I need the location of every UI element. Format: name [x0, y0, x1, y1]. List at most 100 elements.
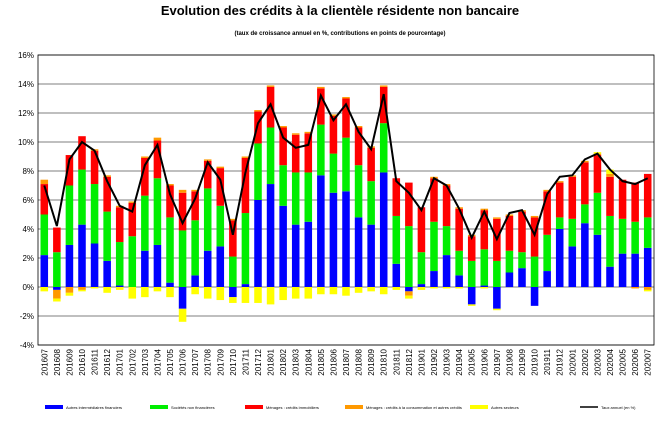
- bar-segment: [216, 168, 225, 206]
- bar-segment: [291, 224, 300, 287]
- x-tick-label: 201712: [254, 348, 263, 375]
- bar-segment: [78, 287, 86, 290]
- bar-segment: [354, 217, 363, 287]
- bar-segment: [191, 189, 199, 192]
- x-tick-label: 201804: [304, 348, 313, 375]
- x-tick-label: 201711: [241, 348, 250, 375]
- bar-segment: [379, 85, 388, 87]
- bar-segment: [379, 287, 388, 295]
- x-tick-label: 201806: [329, 348, 338, 375]
- bar-segment: [417, 284, 426, 287]
- bar-segment: [304, 287, 313, 299]
- y-tick-label: 0%: [22, 283, 34, 292]
- bar-segment: [329, 287, 338, 295]
- bar-segment: [317, 175, 325, 287]
- bar-segment: [166, 282, 174, 287]
- x-tick-label: 201701: [116, 348, 125, 375]
- y-tick-label: -2%: [20, 312, 34, 321]
- bar-segment: [543, 189, 551, 192]
- bar-segment: [216, 287, 225, 301]
- legend-label: Autres intermédiaires financiers: [66, 405, 122, 410]
- bar-segment: [555, 181, 564, 183]
- bar-segment: [216, 166, 225, 169]
- bar-segment: [442, 185, 451, 227]
- bar-segment: [643, 289, 652, 292]
- bar-segment: [304, 221, 313, 287]
- bar-segment: [229, 256, 237, 287]
- bar-segment: [430, 178, 438, 222]
- bar-segment: [417, 252, 426, 285]
- bar-segment: [90, 243, 99, 287]
- bar-segment: [643, 287, 652, 290]
- x-tick-label: 201706: [179, 348, 188, 375]
- x-tick-label: 201704: [153, 348, 162, 375]
- bar-segment: [329, 114, 338, 116]
- bar-segment: [115, 287, 124, 290]
- bar-segment: [467, 236, 476, 261]
- bar-segment: [166, 185, 174, 218]
- bar-segment: [555, 229, 564, 287]
- x-tick-label: 201808: [355, 348, 364, 375]
- bar-segment: [90, 184, 99, 244]
- bar-segment: [254, 111, 262, 144]
- x-tick-label: 201909: [518, 348, 527, 375]
- bar-segment: [354, 127, 363, 166]
- bar-segment: [266, 287, 275, 305]
- bar-segment: [191, 191, 199, 221]
- x-tick-label: 201809: [367, 348, 376, 375]
- bar-segment: [153, 137, 162, 141]
- bar-segment: [304, 133, 313, 173]
- bar-segment: [643, 173, 652, 218]
- bar-segment: [405, 291, 413, 296]
- x-tick-label: 201802: [279, 348, 288, 375]
- bar-segment: [442, 255, 451, 287]
- chart-subtitle: (taux de croissance annuel en %, contrib…: [234, 31, 445, 37]
- bar-segment: [279, 287, 287, 301]
- bar-segment: [279, 127, 287, 166]
- bar-segment: [166, 287, 174, 298]
- bar-segment: [430, 221, 438, 272]
- x-tick-label: 201903: [443, 348, 452, 375]
- x-tick-label: 202007: [644, 348, 653, 375]
- bar-segment: [153, 140, 162, 179]
- x-tick-label: 201709: [216, 348, 225, 375]
- bar-segment: [379, 86, 388, 124]
- bar-segment: [65, 155, 74, 186]
- y-tick-label: 2%: [22, 254, 34, 263]
- line: [43, 92, 649, 242]
- legend-swatch: [470, 405, 488, 409]
- bar-segment: [115, 242, 124, 286]
- bar-segment: [128, 287, 137, 299]
- bar-segment: [241, 213, 250, 285]
- bar-segment: [241, 284, 250, 287]
- legend-swatch: [150, 405, 168, 409]
- x-tick-label: 201912: [556, 348, 565, 375]
- x-tick-label: 201906: [480, 348, 489, 375]
- bar-segment: [392, 287, 401, 290]
- legend-swatch: [345, 405, 363, 409]
- bar-segment: [65, 292, 74, 296]
- bar-segment: [203, 159, 212, 161]
- bar-segment: [40, 287, 49, 292]
- bar-segment: [291, 287, 300, 299]
- bar-segment: [555, 182, 564, 218]
- bar-segment: [329, 192, 338, 287]
- bar-segment: [279, 126, 287, 128]
- bar-segment: [241, 156, 250, 158]
- bar-segment: [304, 131, 313, 134]
- bar-segment: [354, 287, 363, 293]
- bar-segment: [342, 287, 350, 296]
- bar-segment: [128, 202, 137, 237]
- x-tick-label: 201807: [342, 348, 351, 375]
- bar-segment: [593, 234, 602, 287]
- bar-segment: [480, 249, 489, 286]
- bar-segment: [480, 210, 489, 250]
- x-tick-label: 201910: [531, 348, 540, 375]
- bar-segment: [291, 172, 300, 225]
- bar-segment: [191, 287, 199, 295]
- bar-segment: [354, 126, 363, 128]
- bar-segment: [53, 252, 61, 287]
- x-tick-label: 201811: [392, 348, 401, 375]
- x-tick-label: 201609: [65, 348, 74, 375]
- bar-segment: [115, 285, 124, 287]
